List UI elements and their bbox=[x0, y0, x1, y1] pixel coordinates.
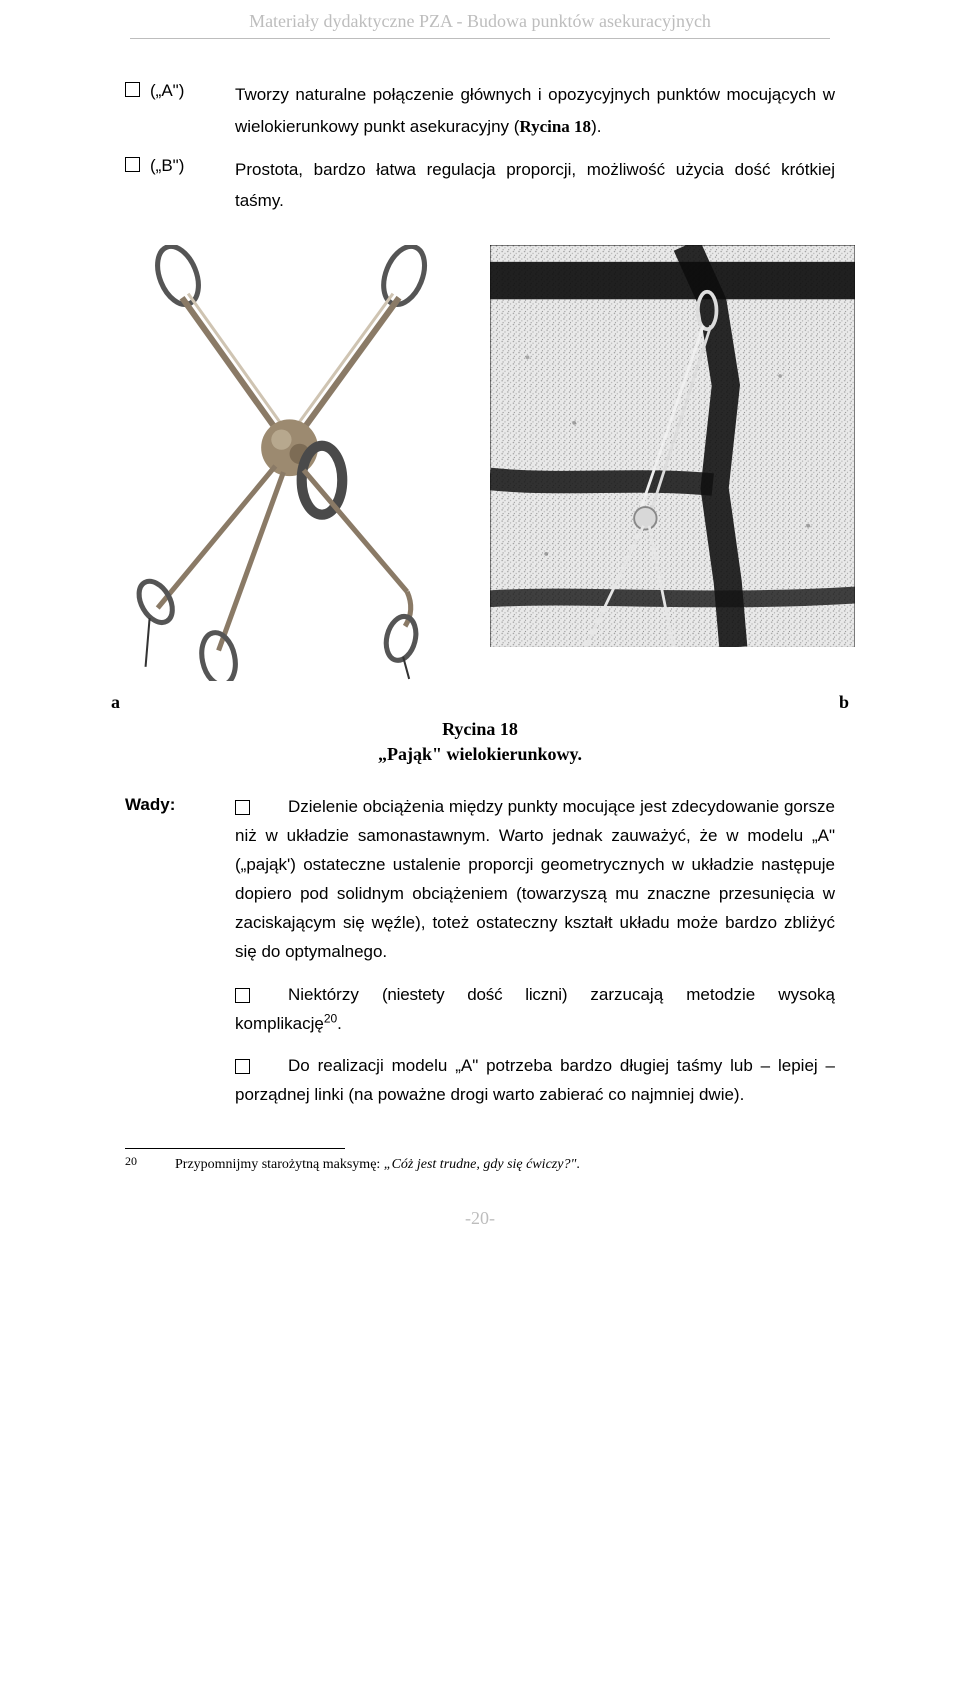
wady-paragraphs: Dzielenie obciążenia między punkty mocuj… bbox=[235, 793, 835, 1124]
figure-panel-b bbox=[490, 245, 855, 681]
wady-block: Wady: Dzielenie obciążenia między punkty… bbox=[125, 793, 835, 1124]
figure-caption: Rycina 18 „Pająk" wielokierunkowy. bbox=[125, 717, 835, 767]
checkbox-icon bbox=[125, 82, 140, 97]
definition-a-term: („A") bbox=[125, 79, 235, 142]
wady-label: Wady: bbox=[125, 793, 235, 1124]
footnote-text-pre: Przypomnijmy starożytną maksymę: bbox=[175, 1157, 384, 1172]
definition-a-body: Tworzy naturalne połączenie głównych i o… bbox=[235, 79, 835, 142]
wady-para-1: Dzielenie obciążenia między punkty mocuj… bbox=[235, 793, 835, 966]
checkbox-icon bbox=[235, 988, 250, 1003]
figure-label-b: b bbox=[480, 689, 855, 715]
definition-b-term: („B") bbox=[125, 154, 235, 217]
page: Materiały dydaktyczne PZA - Budowa punkt… bbox=[0, 8, 960, 1244]
checkbox-icon bbox=[235, 800, 250, 815]
footnote-rule bbox=[125, 1148, 345, 1149]
footnote-text: Przypomnijmy starożytną maksymę: „Cóż je… bbox=[175, 1155, 580, 1175]
definition-a: („A") Tworzy naturalne połączenie główny… bbox=[125, 79, 835, 142]
footnote: 20 Przypomnijmy starożytną maksymę: „Cóż… bbox=[125, 1155, 835, 1175]
figure-caption-line2: „Pająk" wielokierunkowy. bbox=[125, 742, 835, 767]
footnote-ref-20: 20 bbox=[324, 1011, 337, 1025]
wady-para-1-text: Dzielenie obciążenia między punkty mocuj… bbox=[235, 797, 835, 960]
definition-b: („B") Prostota, bardzo łatwa regulacja p… bbox=[125, 154, 835, 217]
wady-para-2-pre: Niektórzy bbox=[288, 985, 382, 1004]
checkbox-icon bbox=[125, 157, 140, 172]
page-number: -20- bbox=[0, 1205, 960, 1243]
footnote-number: 20 bbox=[125, 1153, 175, 1173]
figure-panel-a bbox=[105, 245, 470, 681]
figure-caption-line1: Rycina 18 bbox=[125, 717, 835, 742]
running-head: Materiały dydaktyczne PZA - Budowa punkt… bbox=[130, 8, 830, 39]
wady-para-2-period: . bbox=[337, 1014, 342, 1033]
footnote-text-italic: „Cóż jest trudne, gdy się ćwiczy?" bbox=[384, 1157, 577, 1172]
figure-row bbox=[105, 245, 855, 681]
wady-para-3-text: Do realizacji modelu „A" potrzeba bardzo… bbox=[235, 1056, 835, 1104]
figure-a-svg bbox=[105, 245, 470, 681]
definition-a-marker: („A") bbox=[150, 79, 184, 104]
figure-labels: a b bbox=[105, 689, 855, 715]
wady-para-3: Do realizacji modelu „A" potrzeba bardzo… bbox=[235, 1052, 835, 1110]
figure-b-svg bbox=[490, 245, 855, 647]
definition-a-text-post: ). bbox=[591, 117, 601, 136]
wady-para-2-cond: (niestety dość liczni) bbox=[382, 985, 567, 1004]
definition-b-body: Prostota, bardzo łatwa regulacja proporc… bbox=[235, 154, 835, 217]
figure-label-a: a bbox=[105, 689, 480, 715]
footnote-text-post: . bbox=[576, 1157, 580, 1172]
definition-a-bold: Rycina 18 bbox=[519, 117, 591, 136]
definition-b-marker: („B") bbox=[150, 154, 184, 179]
checkbox-icon bbox=[235, 1059, 250, 1074]
content-area: („A") Tworzy naturalne połączenie główny… bbox=[125, 79, 835, 1124]
wady-para-2: Niektórzy (niestety dość liczni) zarzuca… bbox=[235, 981, 835, 1039]
